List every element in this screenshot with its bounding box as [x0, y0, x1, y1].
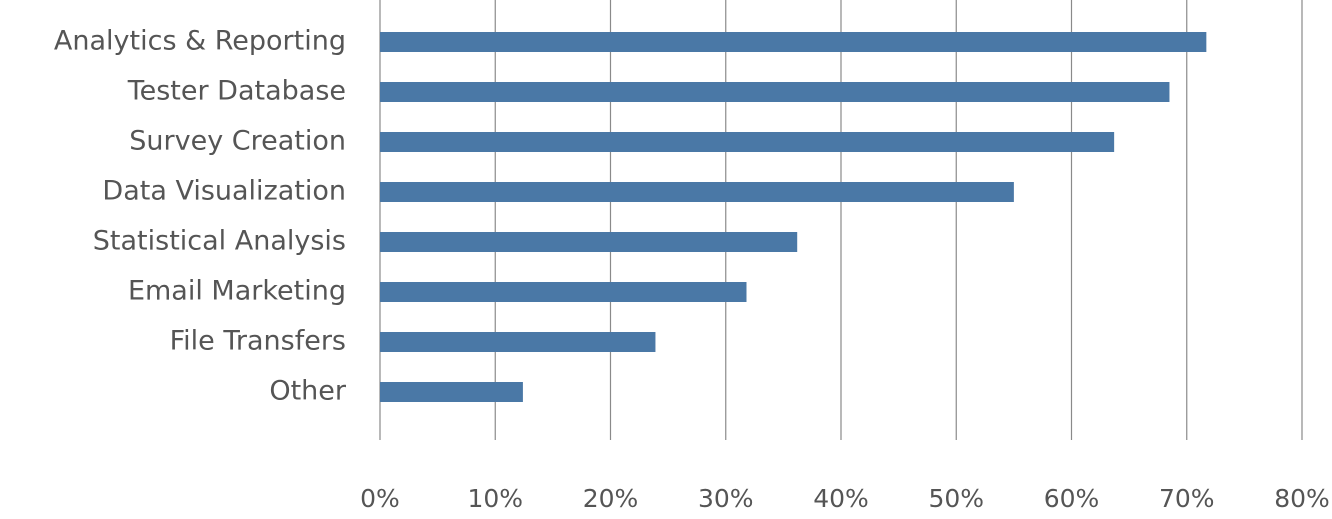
y-tick-label: Other: [269, 376, 347, 407]
x-tick-label: 80%: [1274, 484, 1330, 513]
bar: [380, 282, 747, 302]
bar: [380, 32, 1207, 52]
y-tick-label: Analytics & Reporting: [54, 26, 346, 57]
x-tick-label: 10%: [467, 484, 523, 513]
y-tick-label: Data Visualization: [102, 176, 346, 207]
bar: [380, 132, 1115, 152]
y-tick-label: Email Marketing: [128, 276, 346, 307]
bar: [380, 182, 1014, 202]
bar: [380, 382, 523, 402]
y-tick-label: Statistical Analysis: [93, 226, 346, 257]
x-tick-label: 30%: [698, 484, 754, 513]
bar: [380, 82, 1170, 102]
bar: [380, 332, 656, 352]
y-tick-label: File Transfers: [170, 326, 346, 357]
x-tick-label: 70%: [1159, 484, 1215, 513]
x-tick-label: 0%: [360, 484, 400, 513]
y-tick-label: Tester Database: [127, 76, 346, 107]
y-tick-label: Survey Creation: [129, 126, 346, 157]
x-tick-label: 50%: [928, 484, 984, 513]
x-tick-label: 60%: [1044, 484, 1100, 513]
x-tick-label: 20%: [583, 484, 639, 513]
bar: [380, 232, 798, 252]
x-tick-label: 40%: [813, 484, 869, 513]
